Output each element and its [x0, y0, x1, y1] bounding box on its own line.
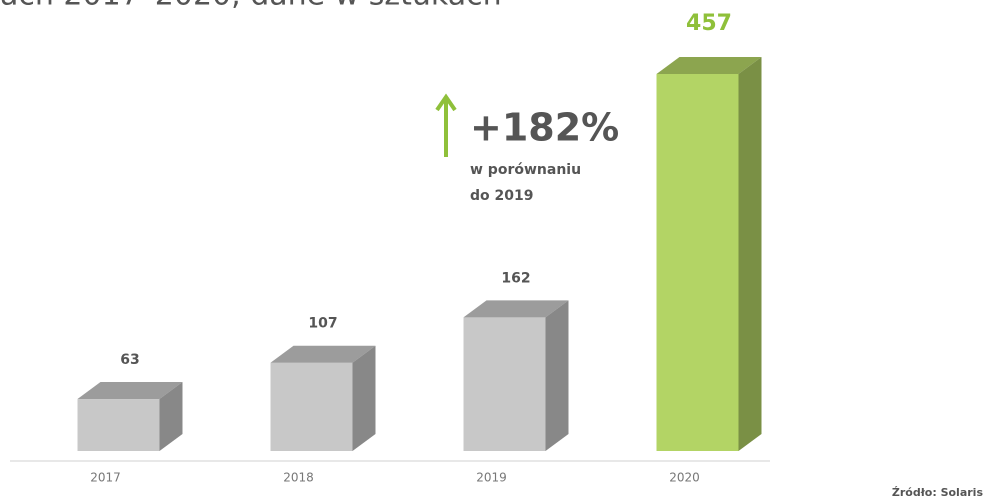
value-label: 457 [686, 11, 732, 36]
bar [77, 399, 160, 451]
bar [656, 74, 739, 451]
annotation-value: +182% [470, 106, 619, 150]
bar-side [159, 382, 183, 451]
annotation-text: do 2019 [470, 188, 533, 204]
bar [463, 317, 546, 451]
value-label: 107 [308, 316, 337, 332]
bar-side [545, 300, 569, 451]
annotation-text: w porównaniu [470, 162, 581, 178]
bar [270, 362, 353, 451]
bar-side [352, 345, 376, 451]
bar-side [738, 57, 762, 451]
value-label: 162 [501, 270, 530, 286]
x-tick-label: 2020 [669, 471, 700, 485]
arrow-up [435, 93, 457, 157]
source: Źródło: Solaris [892, 486, 984, 499]
value-label: 63 [120, 352, 139, 368]
x-tick-label: 2017 [90, 471, 121, 485]
bar-top [77, 382, 183, 400]
chart-title: ach 2017–2020, dane w sztukach [0, 0, 502, 13]
bar-top [463, 300, 569, 318]
bar-top [270, 345, 376, 363]
x-tick-label: 2019 [476, 471, 507, 485]
bar-top [656, 57, 762, 74]
x-tick-label: 2018 [283, 471, 314, 485]
